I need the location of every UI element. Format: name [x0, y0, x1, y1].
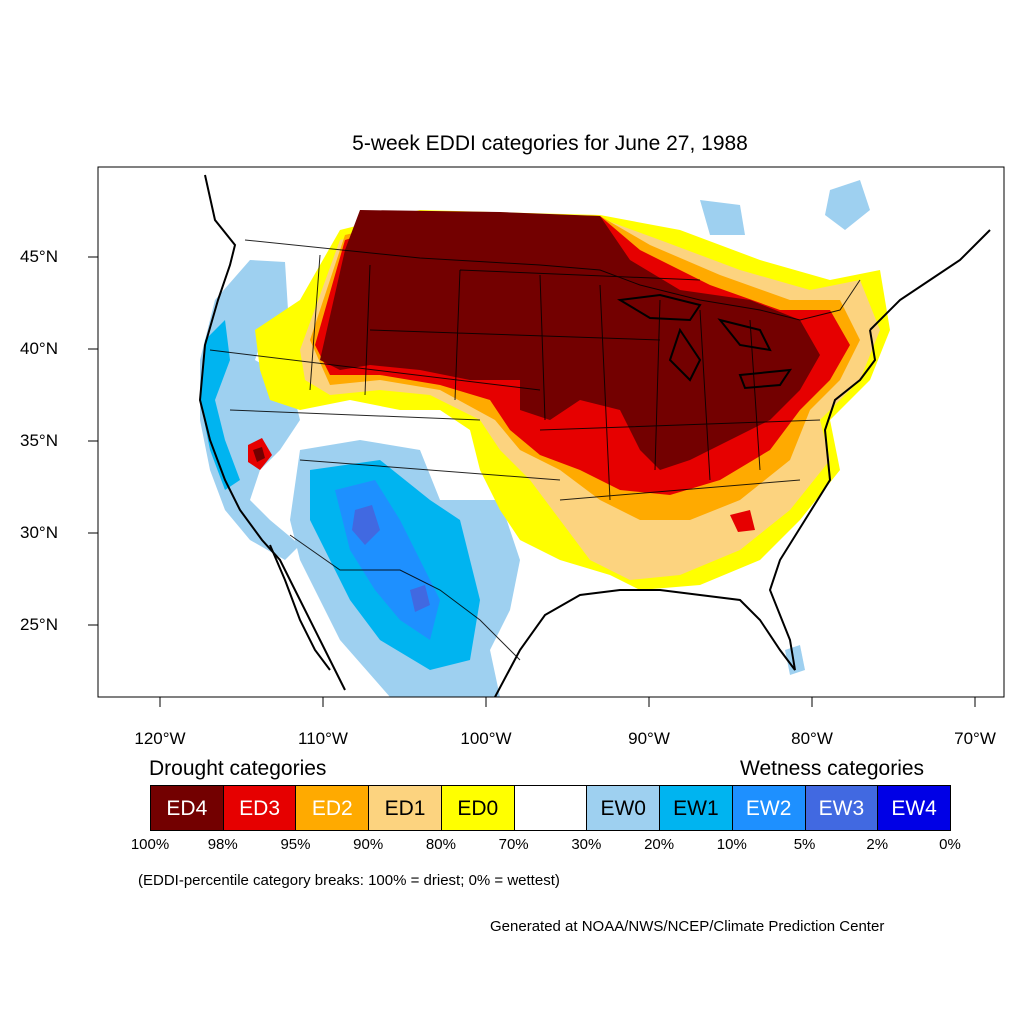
coastline-northeast: [869, 229, 991, 331]
eddi-map: [88, 166, 1005, 707]
legend-swatch-label: EW4: [891, 797, 937, 820]
percentile-break-label: 20%: [644, 836, 675, 853]
lon-label-120: 120°W: [134, 729, 186, 748]
coastline-west: [198, 174, 346, 691]
percentile-break-label: 2%: [866, 836, 889, 853]
percentile-break-label: 0%: [939, 836, 961, 853]
us-mexico-border: [289, 534, 521, 661]
lon-label-80: 80°W: [791, 729, 833, 748]
state-lines: [209, 254, 821, 501]
lat-label-30: 30°N: [20, 523, 58, 542]
lat-label-40: 40°N: [20, 339, 58, 358]
legend-swatch-ed0: ED0: [440, 785, 515, 831]
legend-swatch-label: EW1: [673, 797, 719, 820]
lon-label-70: 70°W: [954, 729, 996, 748]
legend-swatch-ed4: ED4: [150, 785, 224, 831]
pacific-coast-wet-core: [200, 320, 240, 490]
lat-label-25: 25°N: [20, 615, 58, 634]
percentile-break-label: 10%: [716, 836, 747, 853]
legend-swatch-ew2: EW2: [731, 785, 806, 831]
legend-swatch-label: EW3: [818, 797, 865, 820]
legend-swatch-label: ED2: [311, 797, 353, 820]
legend-swatch-ed3: ED3: [222, 785, 297, 831]
legend-swatch-label: ED0: [457, 797, 499, 820]
percentile-break-label: 95%: [280, 836, 311, 853]
lat-label-45: 45°N: [20, 247, 58, 266]
percentile-break-label: 80%: [425, 836, 456, 853]
canada-us-border: [244, 239, 861, 321]
map-title: 5-week EDDI categories for June 27, 1988: [352, 132, 748, 155]
coastline-gulf: [494, 329, 877, 697]
lat-label-35: 35°N: [20, 431, 58, 450]
great-lakes: [617, 293, 793, 390]
florida-wet-patch: [785, 645, 805, 675]
legend-swatch-label: ED1: [384, 797, 426, 820]
drought-categories-heading: Drought categories: [149, 757, 327, 780]
drought-ed4-core: [320, 210, 820, 470]
percentile-break-label: 70%: [498, 836, 529, 853]
coastline-baja: [269, 544, 331, 671]
percentile-break-label: 90%: [353, 836, 384, 853]
percentile-break-label: 30%: [571, 836, 602, 853]
wetness-categories-heading: Wetness categories: [740, 757, 925, 780]
lon-label-90: 90°W: [628, 729, 670, 748]
legend-swatch-ew0: EW0: [586, 785, 661, 831]
percentile-break-label: 98%: [207, 836, 238, 853]
southwest-ed4-spot: [253, 447, 265, 462]
legend-swatch-label: EW2: [745, 797, 792, 820]
legend-swatch-ew4: EW4: [877, 785, 951, 831]
legend-swatch-ed1: ED1: [368, 785, 442, 831]
percentile-break-label: 100%: [130, 836, 170, 853]
category-note: (EDDI-percentile category breaks: 100% =…: [138, 872, 560, 889]
legend-swatch-ew3: EW3: [804, 785, 879, 831]
lon-label-100: 100°W: [460, 729, 512, 748]
mexico-wet-spots: [352, 505, 430, 612]
category-legend: ED4 ED3 ED2 ED1 ED0 EW0 EW1 EW2 EW3 EW4: [150, 785, 951, 831]
canada-wet-patch: [700, 180, 870, 235]
lon-label-110: 110°W: [298, 729, 348, 748]
southeast-ed3-spot: [730, 510, 755, 532]
legend-swatch-normal: [513, 785, 588, 831]
credit-line: Generated at NOAA/NWS/NCEP/Climate Predi…: [490, 918, 885, 935]
legend-swatch-ed2: ED2: [295, 785, 370, 831]
legend-swatch-ew1: EW1: [659, 785, 733, 831]
percentile-break-label: 5%: [793, 836, 816, 853]
legend-swatch-label: ED3: [239, 797, 280, 820]
legend-swatch-label: EW0: [600, 797, 646, 820]
legend-swatch-label: ED4: [166, 797, 208, 820]
